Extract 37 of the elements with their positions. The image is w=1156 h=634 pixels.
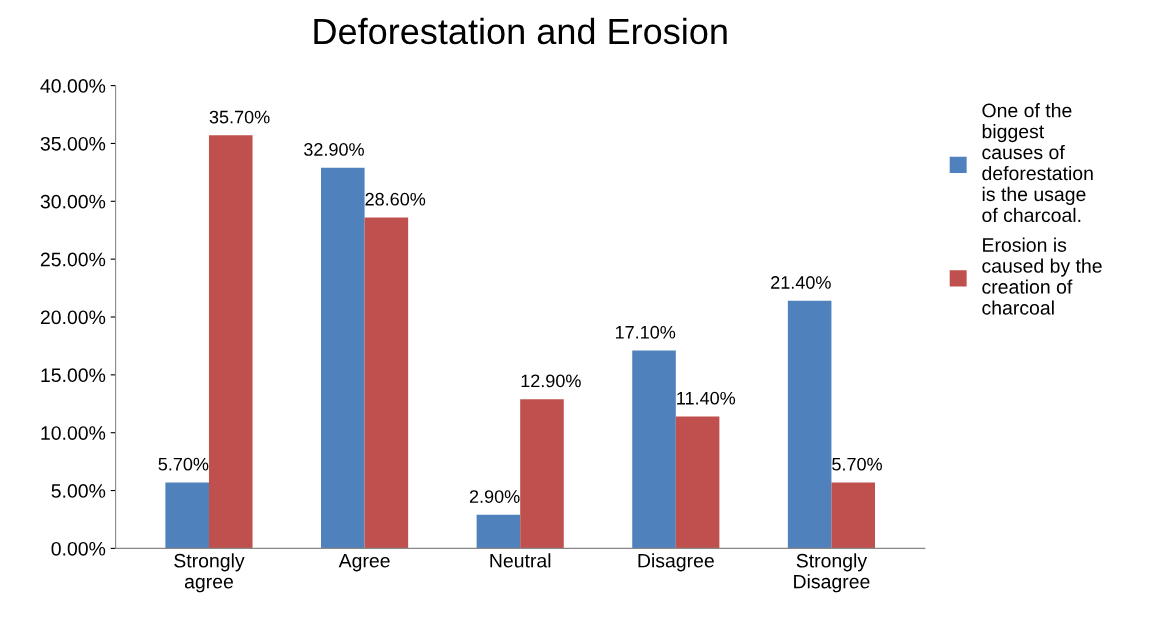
y-tick-label: 5.00% bbox=[51, 484, 106, 498]
data-label: 21.40% bbox=[771, 276, 831, 289]
x-tick-label: Agree bbox=[338, 553, 390, 572]
bar bbox=[321, 167, 365, 549]
x-tick-label: Strongly Disagree bbox=[794, 553, 870, 593]
chart-title: Deforestation and Erosion bbox=[314, 17, 727, 45]
x-tick-label: Strongly agree bbox=[174, 553, 245, 593]
bar bbox=[165, 482, 209, 549]
bar bbox=[632, 350, 676, 549]
bar bbox=[208, 135, 253, 549]
y-tick-label: 40.00% bbox=[40, 79, 106, 93]
x-tick-label: Neutral bbox=[490, 553, 551, 568]
data-label: 5.70% bbox=[158, 457, 209, 471]
data-label: 2.90% bbox=[469, 490, 520, 503]
data-label: 32.90% bbox=[304, 143, 364, 156]
y-tick-label: 20.00% bbox=[40, 310, 106, 325]
y-tick-label: 25.00% bbox=[40, 252, 106, 267]
data-label: 28.60% bbox=[365, 192, 426, 206]
y-tick-label: 15.00% bbox=[41, 368, 106, 383]
x-tick-label: Disagree bbox=[638, 553, 714, 572]
bar bbox=[675, 416, 720, 549]
y-tick-label: 30.00% bbox=[40, 194, 106, 209]
data-label: 11.40% bbox=[677, 391, 736, 405]
bar bbox=[520, 399, 564, 549]
data-label: 17.10% bbox=[615, 325, 676, 339]
data-label: 12.90% bbox=[521, 374, 581, 388]
data-label: 5.70% bbox=[832, 457, 882, 471]
bar bbox=[831, 482, 875, 549]
data-label: 35.70% bbox=[209, 110, 270, 124]
y-tick-label: 35.00% bbox=[40, 136, 106, 151]
legend-label: Erosion is caused by the creation of charcoal bbox=[982, 237, 1102, 315]
bar bbox=[787, 300, 832, 549]
bar bbox=[476, 514, 521, 549]
y-tick-label: 10.00% bbox=[41, 426, 106, 440]
y-tick-label: 0.00% bbox=[51, 541, 106, 556]
bar bbox=[364, 217, 409, 549]
legend-label: One of the biggest causes of deforestation is the usage of charcoal. bbox=[982, 103, 1093, 223]
